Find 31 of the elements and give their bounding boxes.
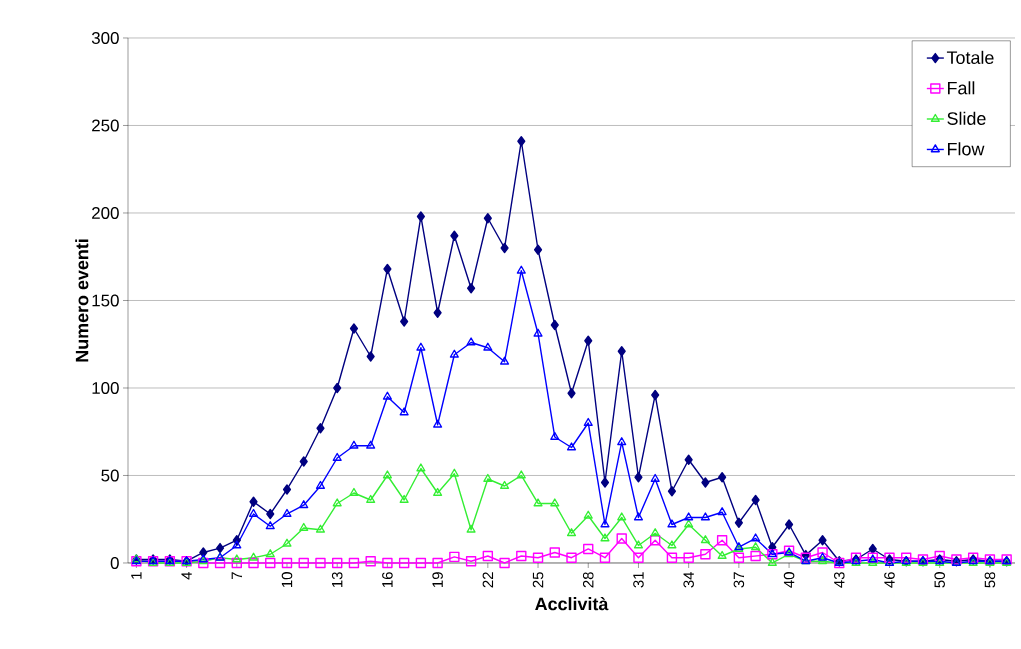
y-tick-label: 0 xyxy=(110,556,119,569)
x-tick-label: 19 xyxy=(432,572,443,587)
y-tick-label: 100 xyxy=(92,381,119,394)
x-tick-label: 1 xyxy=(131,572,142,579)
y-tick-label: 250 xyxy=(92,119,119,132)
y-axis-title: Numero eventi xyxy=(75,239,89,362)
x-tick-label: 31 xyxy=(633,572,644,588)
legend-label: Slide xyxy=(947,111,986,125)
x-tick-label: 34 xyxy=(683,571,694,588)
x-axis-title: Acclività xyxy=(535,596,609,611)
x-tick-label: 58 xyxy=(984,572,996,588)
x-tick-label: 37 xyxy=(733,572,745,588)
x-tick-label: 40 xyxy=(783,572,795,588)
y-tick-label: 150 xyxy=(92,294,119,307)
x-tick-label: 10 xyxy=(281,572,293,587)
x-tick-label: 4 xyxy=(181,571,192,580)
x-tick-label: 22 xyxy=(482,572,494,588)
y-tick-label: 50 xyxy=(101,469,119,482)
x-tick-label: 25 xyxy=(532,572,544,588)
x-tick-label: 50 xyxy=(934,572,945,588)
legend-label: Flow xyxy=(947,142,985,156)
y-tick-label: 300 xyxy=(91,31,119,44)
x-tick-label: 46 xyxy=(884,572,895,588)
legend-label: Totale xyxy=(946,50,994,64)
x-tick-label: 43 xyxy=(833,572,845,588)
x-tick-label: 7 xyxy=(231,572,242,580)
x-tick-label: 16 xyxy=(382,572,393,587)
y-tick-label: 200 xyxy=(92,206,119,219)
x-tick-label: 28 xyxy=(582,572,594,588)
legend-label: Fall xyxy=(947,81,975,95)
x-tick-label: 13 xyxy=(331,572,343,587)
